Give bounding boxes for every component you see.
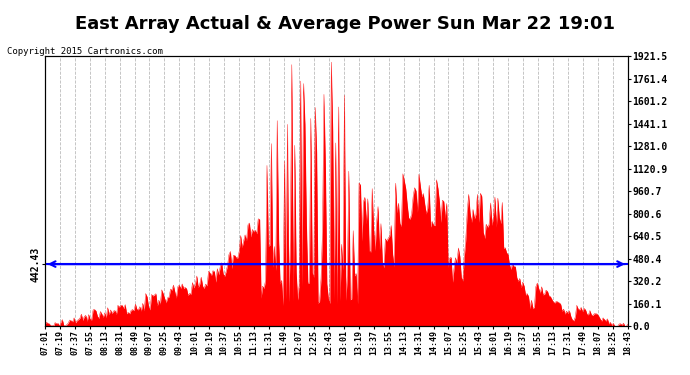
Text: Copyright 2015 Cartronics.com: Copyright 2015 Cartronics.com: [7, 47, 163, 56]
Text: East Array Actual & Average Power Sun Mar 22 19:01: East Array Actual & Average Power Sun Ma…: [75, 15, 615, 33]
